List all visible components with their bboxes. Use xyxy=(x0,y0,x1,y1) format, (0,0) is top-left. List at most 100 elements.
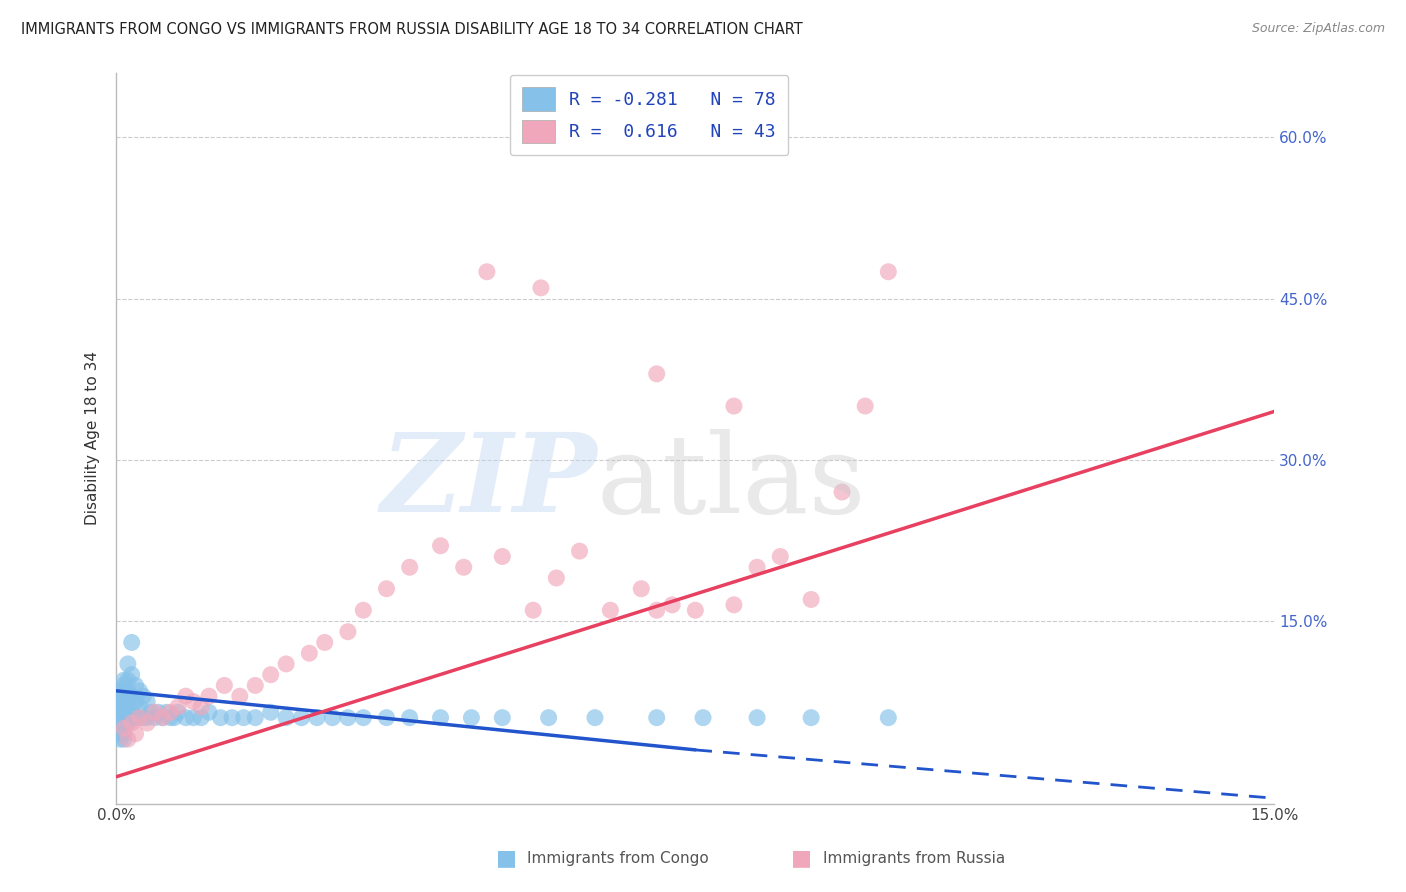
Point xyxy=(336,711,359,725)
Point xyxy=(460,711,482,725)
Point xyxy=(124,678,146,692)
Point xyxy=(112,678,135,692)
Point xyxy=(121,689,143,703)
Point xyxy=(645,603,668,617)
Point xyxy=(800,592,823,607)
Point xyxy=(305,711,328,725)
Point xyxy=(321,711,343,725)
Point xyxy=(159,706,181,720)
Point xyxy=(198,706,221,720)
Point xyxy=(645,367,668,381)
Point xyxy=(800,711,823,725)
Point xyxy=(167,700,190,714)
Point xyxy=(260,706,283,720)
Point xyxy=(599,603,621,617)
Point xyxy=(121,700,143,714)
Point xyxy=(245,711,267,725)
Point xyxy=(112,722,135,736)
Point xyxy=(769,549,792,564)
Point xyxy=(112,706,135,720)
Point xyxy=(108,694,131,708)
Point xyxy=(877,265,900,279)
Point xyxy=(723,598,745,612)
Text: ZIP: ZIP xyxy=(380,428,598,536)
Point xyxy=(398,711,420,725)
Point xyxy=(167,706,190,720)
Point xyxy=(121,711,143,725)
Point xyxy=(128,711,150,725)
Point xyxy=(198,689,221,703)
Point xyxy=(152,711,174,725)
Point xyxy=(117,657,139,671)
Point xyxy=(260,667,283,681)
Point xyxy=(121,716,143,731)
Point xyxy=(108,700,131,714)
Point xyxy=(174,711,197,725)
Text: ■: ■ xyxy=(496,848,516,868)
Point xyxy=(375,711,398,725)
Point xyxy=(723,399,745,413)
Point xyxy=(159,711,181,725)
Point xyxy=(108,727,131,741)
Text: Immigrants from Congo: Immigrants from Congo xyxy=(527,851,709,865)
Point xyxy=(112,711,135,725)
Point xyxy=(112,727,135,741)
Point xyxy=(245,678,267,692)
Point xyxy=(530,281,553,295)
Text: ■: ■ xyxy=(792,848,811,868)
Point xyxy=(143,706,166,720)
Point xyxy=(398,560,420,574)
Point xyxy=(745,711,768,725)
Point xyxy=(546,571,568,585)
Point xyxy=(661,598,683,612)
Point xyxy=(136,716,159,731)
Point xyxy=(853,399,876,413)
Point xyxy=(453,560,475,574)
Point xyxy=(112,722,135,736)
Point xyxy=(117,683,139,698)
Point xyxy=(128,711,150,725)
Point xyxy=(132,689,155,703)
Point xyxy=(429,539,451,553)
Point xyxy=(183,711,205,725)
Point xyxy=(209,711,232,725)
Point xyxy=(692,711,714,725)
Point xyxy=(229,689,252,703)
Point xyxy=(112,732,135,747)
Point xyxy=(290,711,312,725)
Point xyxy=(352,603,374,617)
Point xyxy=(124,694,146,708)
Point xyxy=(108,716,131,731)
Point xyxy=(583,711,606,725)
Point xyxy=(152,711,174,725)
Point xyxy=(537,711,560,725)
Point xyxy=(298,646,321,660)
Point xyxy=(124,727,146,741)
Point xyxy=(221,711,243,725)
Point xyxy=(522,603,544,617)
Point xyxy=(276,711,298,725)
Point xyxy=(136,711,159,725)
Point xyxy=(112,673,135,687)
Point xyxy=(190,711,212,725)
Point xyxy=(121,635,143,649)
Text: Source: ZipAtlas.com: Source: ZipAtlas.com xyxy=(1251,22,1385,36)
Point xyxy=(108,732,131,747)
Point xyxy=(117,716,139,731)
Point xyxy=(685,603,707,617)
Point xyxy=(155,706,177,720)
Point xyxy=(630,582,652,596)
Y-axis label: Disability Age 18 to 34: Disability Age 18 to 34 xyxy=(86,351,100,525)
Point xyxy=(491,549,513,564)
Point xyxy=(108,683,131,698)
Point xyxy=(124,711,146,725)
Point xyxy=(583,120,606,134)
Point xyxy=(128,700,150,714)
Point xyxy=(568,544,591,558)
Point xyxy=(108,706,131,720)
Text: Immigrants from Russia: Immigrants from Russia xyxy=(823,851,1005,865)
Point xyxy=(108,689,131,703)
Point xyxy=(745,560,768,574)
Point xyxy=(108,722,131,736)
Point xyxy=(112,694,135,708)
